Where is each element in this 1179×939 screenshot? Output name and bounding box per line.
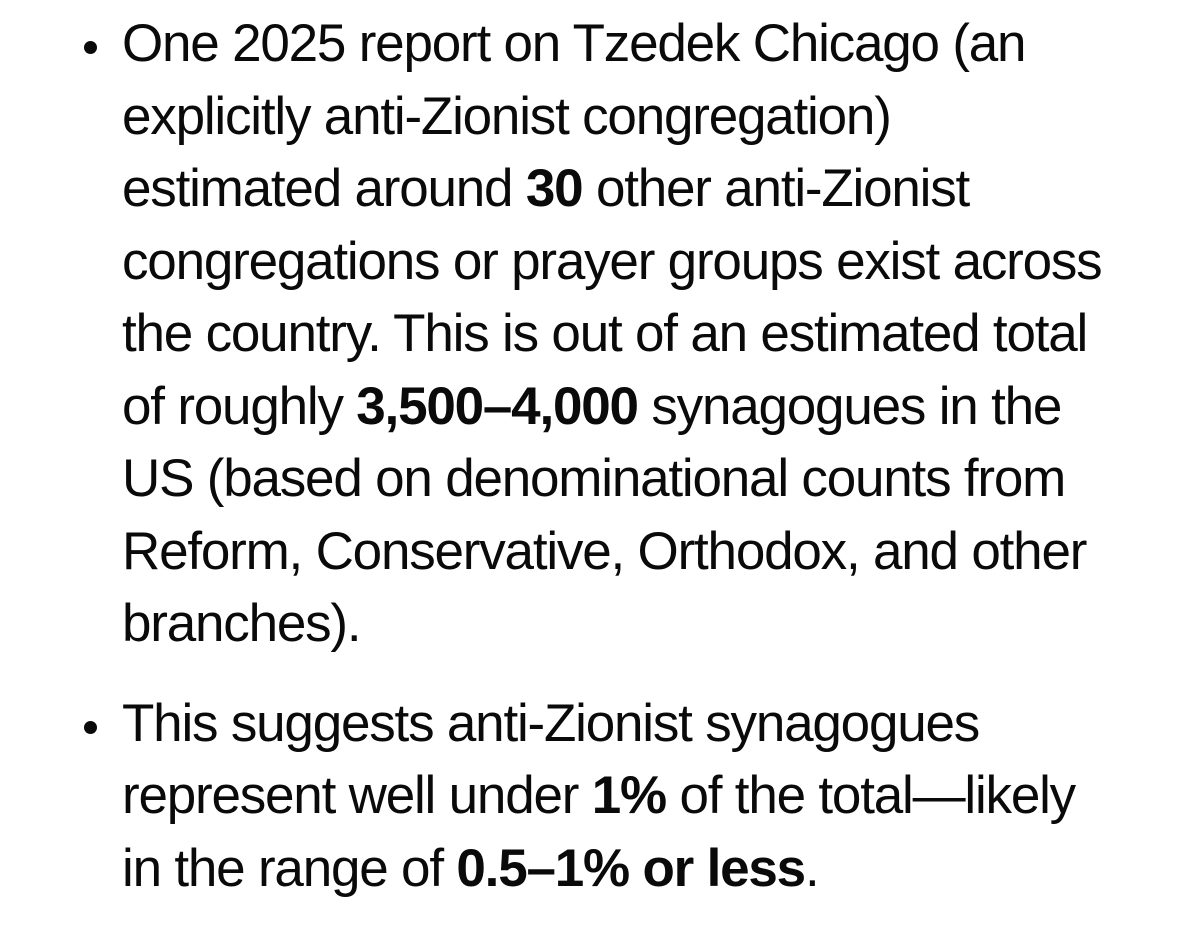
bold-text-segment: 0.5–1% or less — [456, 838, 806, 898]
text-line: of roughly 3,500–4,000 synagogues in the — [122, 371, 1179, 444]
text-segment: . — [804, 838, 820, 898]
text-segment: This suggests anti-Zionist synagogues — [122, 693, 980, 753]
bullet-content: One 2025 report on Tzedek Chicago (an exp… — [122, 8, 1179, 661]
text-line: One 2025 report on Tzedek Chicago (an — [122, 8, 1179, 81]
text-segment: represent well under — [122, 766, 592, 825]
bold-text-segment: 1% — [591, 766, 667, 825]
text-line: explicitly anti-Zionist congregation) — [122, 81, 1179, 154]
bold-text-segment: 3,500–4,000 — [356, 376, 639, 436]
text-line: branches). — [122, 588, 1179, 661]
text-segment: estimated around — [122, 159, 526, 218]
text-line: congregations or prayer groups exist acr… — [122, 226, 1179, 299]
bullet-list: One 2025 report on Tzedek Chicago (an exp… — [0, 8, 1179, 905]
text-segment: other anti-Zionist — [582, 159, 970, 218]
text-segment: branches). — [122, 594, 362, 653]
bullet-item: One 2025 report on Tzedek Chicago (an exp… — [0, 8, 1179, 661]
text-line: in the range of 0.5–1% or less. — [122, 833, 1179, 906]
bullet-marker — [84, 41, 97, 54]
text-line: represent well under 1% of the total—lik… — [122, 760, 1179, 833]
bullet-item: This suggests anti-Zionist synagogues rep… — [0, 688, 1179, 906]
text-segment: One 2025 report on Tzedek Chicago (an — [122, 14, 1027, 73]
text-segment: congregations or prayer groups exist acr… — [122, 231, 1103, 291]
text-segment: in the range of — [122, 838, 457, 898]
text-segment: of roughly — [122, 376, 357, 436]
text-segment: US (based on denominational counts from — [122, 449, 1066, 508]
text-segment: explicitly anti-Zionist congregation) — [122, 86, 892, 146]
text-line: US (based on denominational counts from — [122, 443, 1179, 516]
bullet-content: This suggests anti-Zionist synagogues rep… — [122, 688, 1179, 906]
text-line: Reform, Conservative, Orthodox, and othe… — [122, 516, 1179, 589]
text-segment: the country. This is out of an estimated… — [122, 304, 1088, 363]
text-line: the country. This is out of an estimated… — [122, 298, 1179, 371]
text-line: estimated around 30 other anti-Zionist — [122, 153, 1179, 226]
bold-text-segment: 30 — [525, 159, 584, 218]
text-line: This suggests anti-Zionist synagogues — [122, 688, 1179, 761]
text-segment: of the total—likely — [665, 766, 1076, 825]
text-segment: synagogues in the — [637, 376, 1062, 436]
text-segment: Reform, Conservative, Orthodox, and othe… — [122, 521, 1087, 581]
document: One 2025 report on Tzedek Chicago (an exp… — [0, 8, 1179, 905]
bullet-marker — [84, 720, 97, 734]
